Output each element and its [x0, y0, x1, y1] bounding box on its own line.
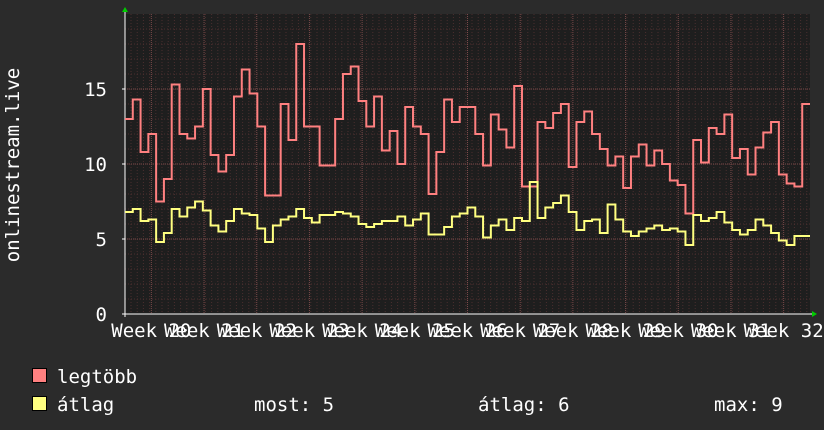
x-tick-label: Week 23: [269, 320, 349, 342]
y-tick-label: 15: [84, 79, 107, 101]
x-tick-label: Week 30: [638, 320, 718, 342]
x-tick-label: Week 24: [322, 320, 402, 342]
legend-swatch-max: [32, 368, 47, 383]
y-tick-labels: 0 5 10 15: [84, 79, 107, 326]
legend-row-avg: átlag most: 5 átlag: 6 max: 9: [32, 391, 783, 419]
chart-series: [125, 43, 810, 246]
chart-axes: [122, 7, 817, 317]
y-tick-label: 0: [96, 304, 107, 326]
y-axis-arrow: [122, 7, 128, 12]
y-tick-label: 5: [96, 229, 107, 251]
stat-maximum: max: 9: [714, 394, 783, 416]
series-line: [125, 43, 810, 215]
x-tick-label: Week 25: [375, 320, 455, 342]
series-line: [125, 181, 810, 246]
chart-grid: [125, 14, 810, 314]
x-tick-label: Week 31: [691, 320, 771, 342]
stat-current: most: 5: [254, 394, 335, 416]
x-tick-label: Week 26: [427, 320, 507, 342]
x-tick-label: Week 32: [744, 320, 824, 342]
stat-average: átlag: 6: [478, 394, 570, 416]
x-axis-arrow: [812, 311, 817, 317]
x-tick-label: Week 27: [480, 320, 560, 342]
legend: legtöbb átlag most: 5 átlag: 6 max: 9: [32, 363, 783, 419]
legend-label-max: legtöbb: [57, 366, 138, 388]
x-tick-label: Week 29: [586, 320, 666, 342]
legend-swatch-avg: [32, 396, 47, 411]
x-tick-label: Week 20: [111, 320, 191, 342]
y-axis-label: onlinestream.live: [2, 68, 24, 262]
y-tick-label: 10: [84, 154, 107, 176]
x-tick-label: Week 28: [533, 320, 613, 342]
x-tick-label: Week 21: [164, 320, 244, 342]
legend-label-avg: átlag: [57, 394, 115, 416]
x-tick-label: Week 22: [217, 320, 297, 342]
legend-row-max: legtöbb: [32, 363, 137, 391]
